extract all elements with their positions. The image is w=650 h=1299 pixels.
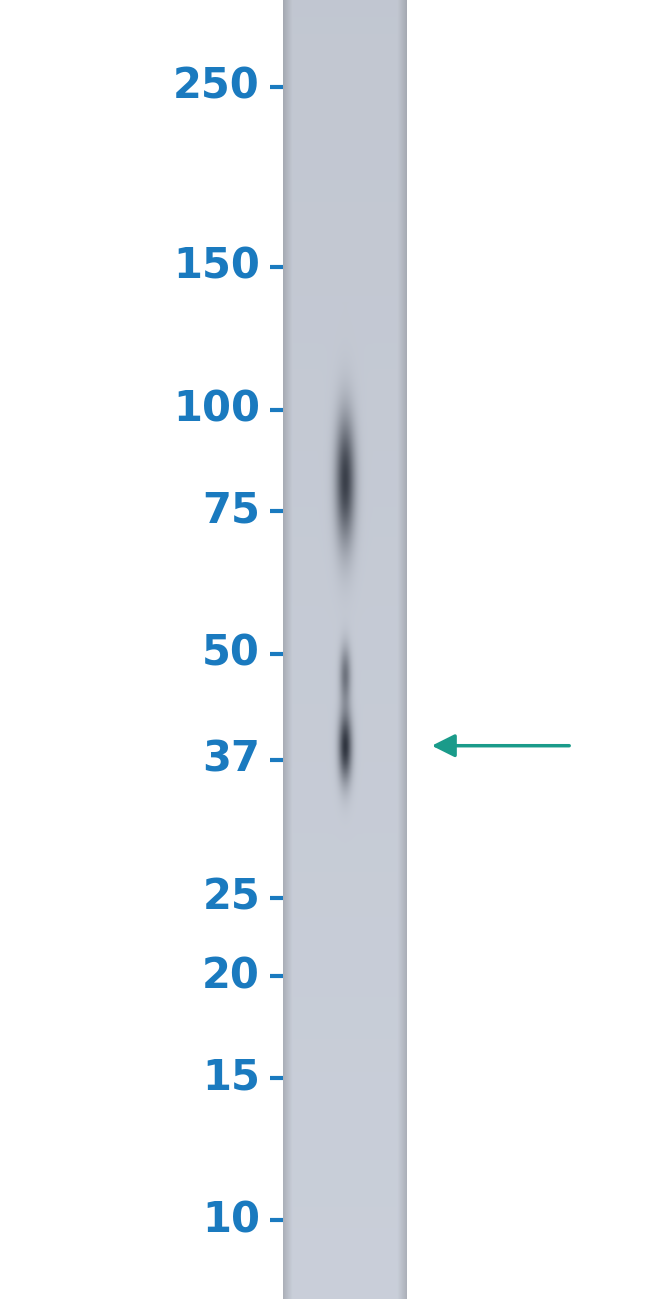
Text: 10: 10 [202, 1199, 260, 1242]
Text: 150: 150 [173, 246, 260, 288]
Text: 75: 75 [202, 490, 260, 531]
Text: 100: 100 [173, 388, 260, 430]
Text: 50: 50 [202, 633, 260, 674]
Text: 25: 25 [202, 877, 260, 918]
Text: 15: 15 [202, 1056, 260, 1099]
Text: 250: 250 [174, 66, 260, 108]
Text: 20: 20 [202, 955, 260, 998]
Text: 37: 37 [202, 739, 260, 781]
